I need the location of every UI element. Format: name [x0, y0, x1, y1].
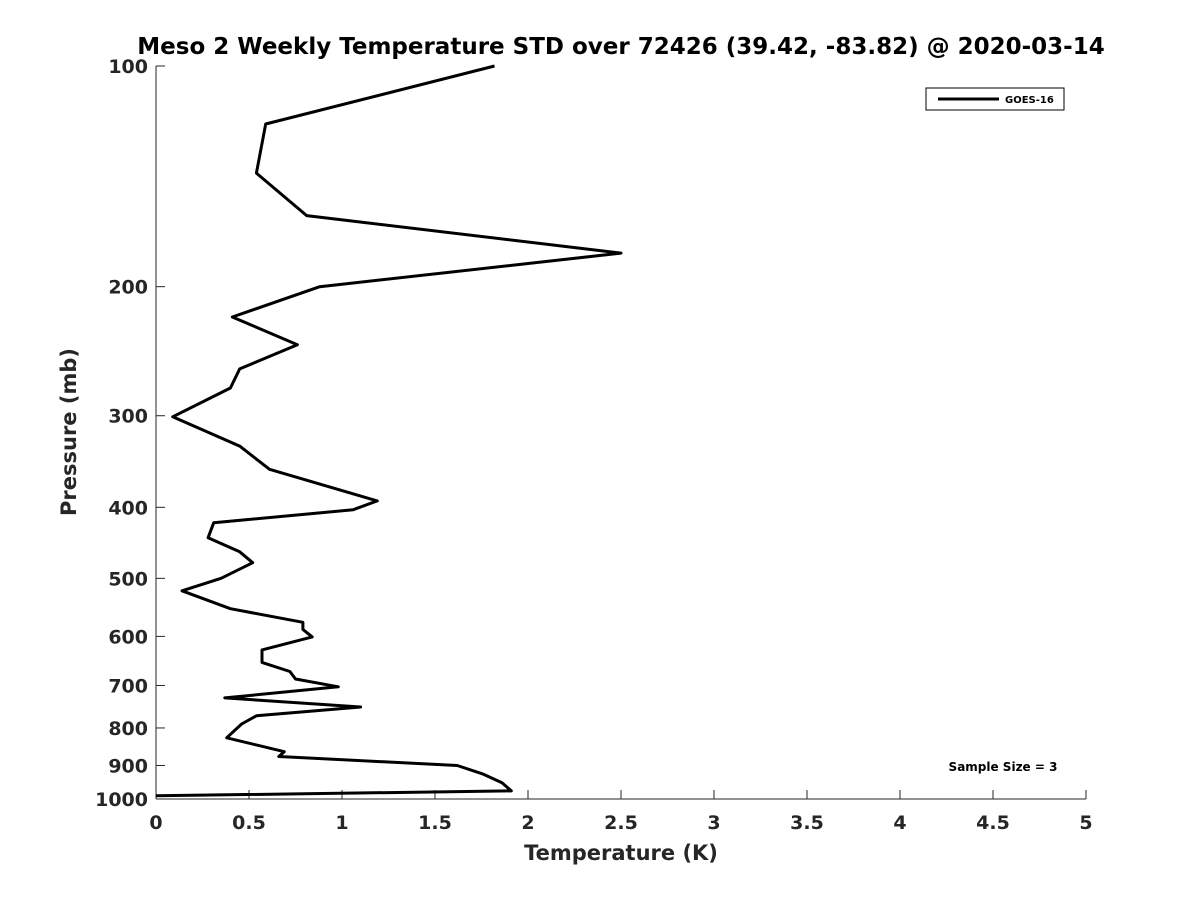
x-tick-label: 3	[707, 812, 720, 834]
x-axis-title: Temperature (K)	[524, 841, 718, 865]
y-tick-label: 700	[108, 675, 148, 697]
series-layer	[155, 64, 623, 798]
y-axis-ticks: 100 200 300 400 500 600 700 800 900 1000	[95, 56, 165, 811]
x-tick-label: 2	[521, 812, 534, 834]
y-tick-label: 1000	[95, 789, 148, 811]
legend: GOES-16	[925, 87, 1065, 111]
x-tick-label: 0	[149, 812, 162, 834]
series-line-goes-16	[155, 64, 623, 798]
x-tick-label: 1	[335, 812, 348, 834]
y-tick-label: 200	[108, 277, 148, 299]
x-tick-label: 4.5	[976, 812, 1010, 834]
x-axis-ticks: 0 0.5 1 1.5 2 2.5 3 3.5 4 4.5 5	[149, 790, 1093, 834]
chart-title: Meso 2 Weekly Temperature STD over 72426…	[137, 34, 1104, 60]
y-axis-title: Pressure (mb)	[57, 348, 81, 516]
x-tick-label: 0.5	[232, 812, 266, 834]
y-tick-label: 300	[108, 406, 148, 428]
x-tick-label: 5	[1079, 812, 1092, 834]
y-tick-label: 600	[108, 626, 148, 648]
y-tick-label: 800	[108, 718, 148, 740]
x-tick-label: 3.5	[790, 812, 824, 834]
x-tick-label: 2.5	[604, 812, 638, 834]
sample-size-annotation: Sample Size = 3	[949, 760, 1058, 774]
y-tick-label: 100	[108, 56, 148, 78]
legend-entry-label: GOES-16	[1005, 95, 1054, 106]
y-tick-label: 500	[108, 568, 148, 590]
x-tick-label: 1.5	[418, 812, 452, 834]
x-tick-label: 4	[893, 812, 906, 834]
y-tick-label: 900	[108, 755, 148, 777]
y-tick-label: 400	[108, 497, 148, 519]
